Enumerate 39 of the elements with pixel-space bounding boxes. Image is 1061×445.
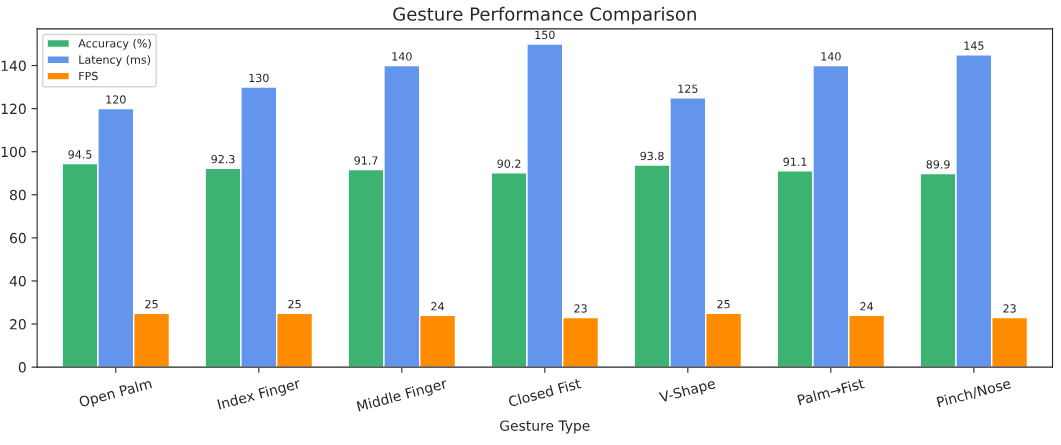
x-axis-title: Gesture Type	[500, 420, 590, 434]
x-tick-label: Middle Finger	[356, 377, 449, 415]
y-tick-label: 120	[1, 103, 26, 115]
data-label: 24	[431, 302, 445, 311]
data-label: 25	[145, 299, 158, 309]
data-label: 89.9	[926, 160, 950, 169]
legend-label: Accuracy (%)	[78, 38, 151, 50]
data-label: 140	[392, 52, 412, 61]
data-label: 23	[1003, 304, 1016, 313]
y-tick-label: 60	[10, 232, 26, 244]
data-label: 94.5	[68, 150, 92, 159]
data-label: 23	[574, 304, 587, 313]
y-tick-label: 20	[10, 319, 26, 330]
x-tick-label: V-Shape	[658, 377, 717, 406]
y-tick-label: 100	[1, 146, 26, 158]
x-tick-label: Index Finger	[217, 377, 302, 413]
y-tick-label: 140	[1, 60, 26, 72]
data-label: 91.1	[783, 157, 807, 166]
data-label: 25	[288, 299, 301, 309]
data-label: 93.8	[640, 151, 664, 161]
data-label: 24	[860, 302, 874, 311]
data-label: 92.3	[211, 154, 235, 164]
data-label: 120	[106, 95, 126, 104]
data-label: 150	[535, 30, 555, 40]
data-label: 140	[821, 52, 841, 61]
x-tick-label: Open Palm	[78, 377, 153, 410]
data-label: 130	[249, 73, 269, 83]
chart-title: Gesture Performance Comparison	[393, 6, 696, 25]
data-label: 145	[964, 41, 984, 50]
legend-label: Latency (ms)	[79, 55, 151, 66]
data-label: 125	[678, 84, 698, 93]
y-tick-label: 80	[9, 189, 26, 201]
data-label: 90.2	[497, 159, 521, 168]
legend-label: FPS	[79, 71, 98, 81]
data-label: 25	[717, 299, 730, 309]
data-label: 91.7	[354, 156, 378, 165]
y-tick-label: 0	[18, 362, 26, 373]
x-tick-label: Closed Fist	[507, 377, 582, 408]
y-tick-label: 40	[9, 275, 26, 287]
